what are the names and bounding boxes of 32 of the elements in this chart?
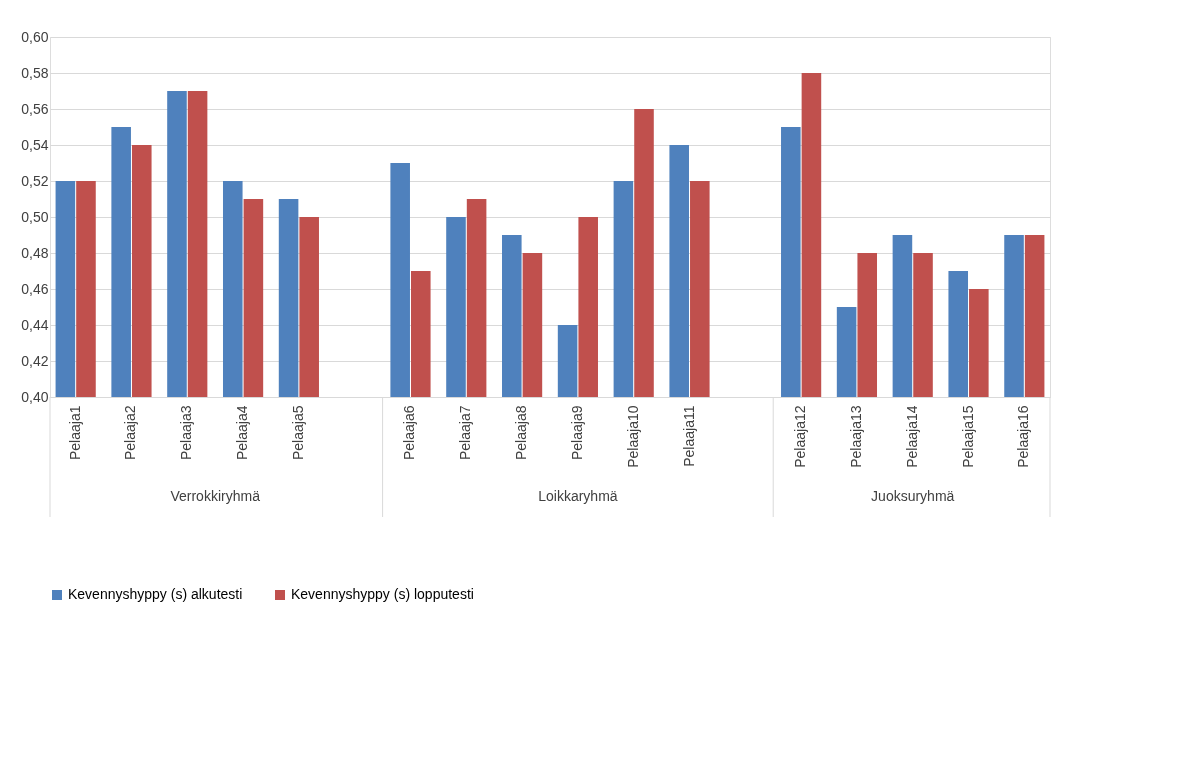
x-tick-label: Pelaaja9 — [568, 405, 585, 460]
x-tick-label: Pelaaja2 — [122, 405, 139, 460]
x-tick-label: Pelaaja8 — [513, 405, 530, 460]
legend-label: Kevennyshyppy (s) alkutesti — [68, 586, 243, 602]
y-tick-label: 0,50 — [21, 208, 49, 225]
x-tick-label: Pelaaja14 — [903, 405, 920, 468]
y-tick-label: 0,42 — [21, 352, 49, 369]
x-tick-label: Pelaaja15 — [959, 405, 976, 468]
x-tick-label: Pelaaja5 — [289, 405, 306, 460]
x-tick-label: Pelaaja1 — [66, 405, 83, 460]
y-tick-label: 0,54 — [21, 136, 49, 153]
y-tick-label: 0,48 — [21, 244, 49, 261]
y-tick-label: 0,56 — [21, 100, 49, 117]
x-tick-label: Pelaaja7 — [457, 405, 474, 460]
x-tick-label: Pelaaja13 — [847, 405, 864, 468]
y-tick-label: 0,46 — [21, 280, 49, 297]
legend-label: Kevennyshyppy (s) lopputesti — [291, 586, 474, 602]
y-tick-label: 0,60 — [21, 28, 49, 45]
y-tick-label: 0,52 — [21, 172, 49, 189]
text: Loikkaryhmä — [538, 488, 618, 504]
x-tick-label: Pelaaja11 — [680, 405, 697, 467]
x-tick-label: Pelaaja3 — [178, 405, 195, 460]
x-tick-label: Pelaaja16 — [1015, 405, 1032, 468]
x-tick-label: Pelaaja10 — [624, 405, 641, 468]
y-tick-label: 0,44 — [21, 316, 49, 333]
x-tick-label: Pelaaja4 — [234, 405, 251, 460]
y-tick-label: 0,58 — [21, 64, 49, 81]
text: Verrokkiryhmä — [170, 488, 261, 504]
text: Juoksuryhmä — [871, 488, 955, 504]
x-tick-label: Pelaaja12 — [792, 405, 809, 468]
x-tick-label: Pelaaja6 — [401, 405, 418, 460]
y-tick-label: 0,40 — [21, 388, 49, 405]
